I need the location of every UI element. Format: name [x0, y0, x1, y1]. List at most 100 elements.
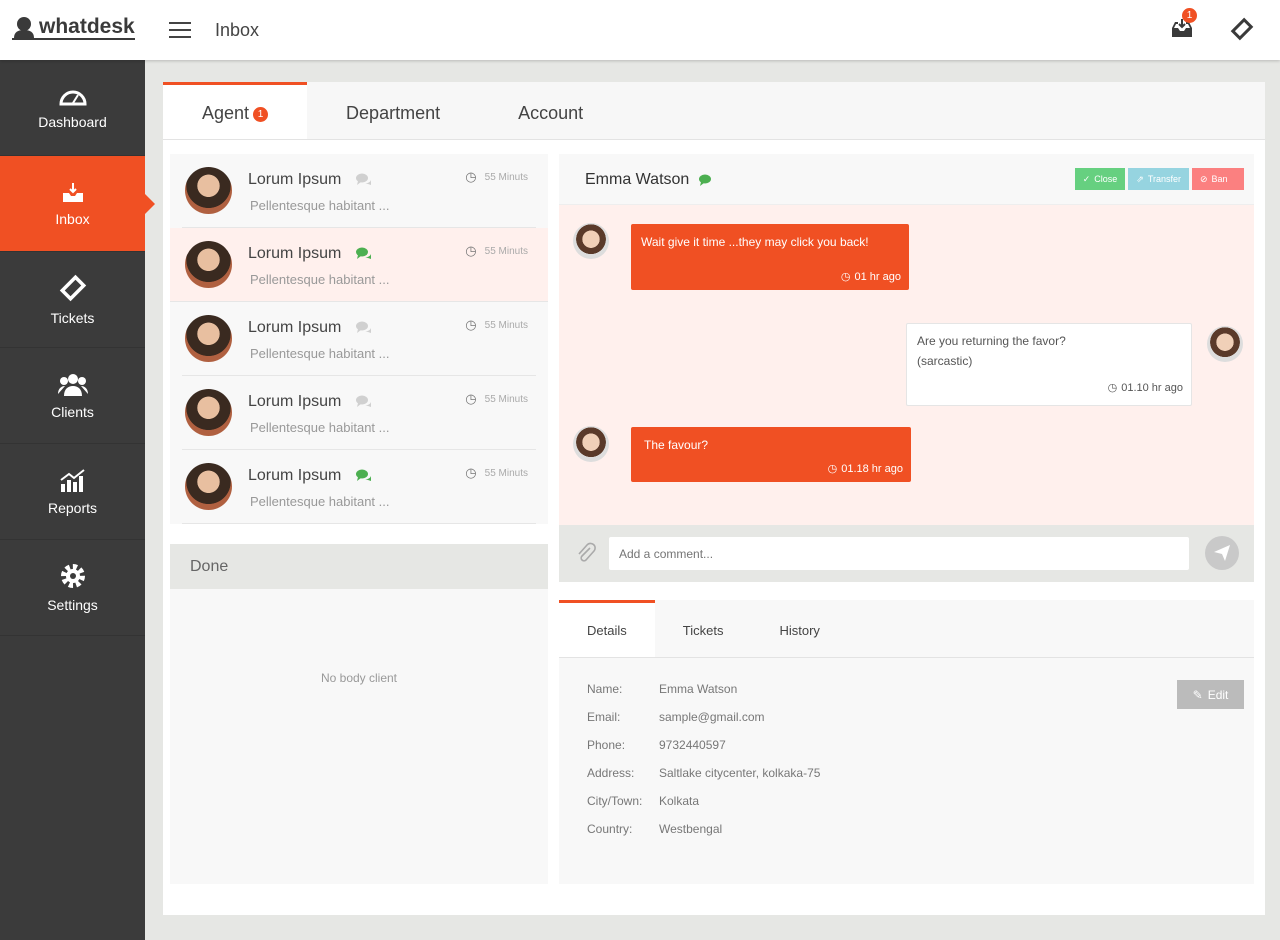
logo[interactable]: whatdesk	[12, 16, 135, 40]
inbox-icon	[62, 182, 83, 202]
sidebar-item-reports[interactable]: Reports	[0, 444, 145, 540]
message-bubble: The favour? ◷ 01.18 hr ago	[631, 427, 911, 482]
page-title: Inbox	[215, 20, 260, 40]
send-button[interactable]	[1205, 536, 1239, 570]
conversation-name: Lorum Ipsum	[248, 319, 342, 336]
contact-avatar	[1207, 326, 1243, 362]
close-button[interactable]: ✓ Close	[1074, 168, 1126, 190]
agent-avatar	[573, 426, 609, 462]
tickets-button[interactable]	[1230, 17, 1254, 46]
sidebar: Dashboard Inbox Tickets Clients Reports …	[0, 60, 155, 940]
ban-label: Ban	[1211, 174, 1228, 184]
message-text: Wait give it time ...they may click you …	[641, 235, 869, 249]
message-time: 01.10 hr ago	[1121, 382, 1183, 394]
composer	[559, 525, 1254, 582]
conversation-preview: Pellentesque habitant ...	[250, 346, 390, 361]
tab-tickets[interactable]: Tickets	[682, 623, 724, 638]
logo-text: whatdesk	[39, 15, 135, 38]
notifications-button[interactable]: 1	[1170, 8, 1197, 43]
dashboard-icon	[58, 90, 87, 105]
detail-label: Name:	[587, 682, 623, 696]
clock-icon: ◷	[1107, 382, 1118, 394]
detail-value: Westbengal	[659, 822, 723, 836]
avatar	[185, 241, 232, 288]
sidebar-item-settings[interactable]: Settings	[0, 540, 145, 636]
clock-icon: ◷	[465, 169, 477, 184]
edit-button[interactable]: ✎ Edit	[1177, 680, 1244, 709]
detail-label: Address:	[587, 766, 635, 780]
message-text: Are you returning the favor?	[917, 334, 1066, 348]
detail-row: Email: sample@gmail.com	[587, 710, 820, 738]
main-panel: Agent 1 Department Account Lorum Ipsum Pe…	[163, 82, 1265, 915]
inbox-tray-icon	[1172, 19, 1192, 37]
sidebar-item-label: Inbox	[55, 210, 90, 227]
detail-label: Email:	[587, 710, 621, 724]
conversation-item[interactable]: Lorum Ipsum Pellentesque habitant ... ◷ 5…	[170, 228, 548, 302]
conversation-item[interactable]: Lorum Ipsum Pellentesque habitant ... ◷ 5…	[182, 154, 536, 228]
message-bubble: Are you returning the favor? (sarcastic) ◷…	[906, 323, 1192, 406]
send-icon	[1214, 545, 1230, 561]
tab-history[interactable]: History	[779, 623, 820, 638]
detail-value: sample@gmail.com	[659, 710, 765, 724]
pencil-icon: ✎	[1192, 687, 1203, 702]
chat-panel: Emma Watson ✓ Close ⇗ Transfer ⊘ Ban Wait g…	[559, 154, 1254, 582]
empty-message: No body client	[320, 671, 398, 685]
transfer-button[interactable]: ⇗ Transfer	[1128, 168, 1189, 190]
sidebar-item-dashboard[interactable]: Dashboard	[0, 60, 145, 156]
chat-header: Emma Watson ✓ Close ⇗ Transfer ⊘ Ban	[559, 154, 1254, 205]
detail-label: Phone:	[587, 738, 626, 752]
clock-icon: ◷	[465, 391, 477, 406]
sidebar-item-inbox[interactable]: Inbox	[0, 156, 155, 252]
conversation-item[interactable]: Lorum Ipsum Pellentesque habitant ... ◷ 5…	[182, 376, 536, 450]
sidebar-item-tickets[interactable]: Tickets	[0, 252, 145, 348]
top-bar: whatdesk Inbox 1	[0, 0, 1280, 60]
conversation-time: 55 Minuts	[484, 319, 528, 331]
conversation-preview: Pellentesque habitant ...	[250, 272, 390, 287]
detail-value: Kolkata	[659, 794, 700, 808]
tab-department[interactable]: Department	[346, 103, 441, 123]
detail-row: Country: Westbengal	[587, 822, 820, 850]
edit-label: Edit	[1207, 687, 1229, 702]
message-time: 01 hr ago	[854, 270, 901, 283]
avatar	[185, 315, 232, 362]
chat-bubble-icon	[356, 395, 371, 407]
done-panel: Done No body client	[170, 544, 548, 884]
tab-agent[interactable]: Agent 1	[163, 82, 308, 139]
message-bubble: Wait give it time ...they may click you …	[631, 224, 909, 290]
message-text: The favour?	[644, 438, 709, 452]
sidebar-item-label: Settings	[47, 596, 98, 613]
avatar	[185, 167, 232, 214]
comment-input[interactable]	[609, 537, 1189, 570]
conversation-preview: Pellentesque habitant ...	[250, 494, 390, 509]
conversation-name: Lorum Ipsum	[248, 171, 342, 188]
conversation-time: 55 Minuts	[484, 467, 528, 479]
clock-icon: ◷	[465, 465, 477, 480]
tab-account[interactable]: Account	[518, 103, 584, 123]
chat-bubble-icon	[356, 469, 371, 481]
agent-avatar	[573, 223, 609, 259]
menu-toggle-icon[interactable]	[169, 22, 191, 38]
paperclip-icon[interactable]	[576, 542, 596, 564]
conversation-item[interactable]: Lorum Ipsum Pellentesque habitant ... ◷ 5…	[182, 302, 536, 376]
agent-badge: 1	[253, 107, 269, 122]
detail-row: Phone: 9732440597	[587, 738, 820, 766]
done-title: Done	[170, 544, 548, 589]
chat-bubble-icon	[356, 173, 371, 185]
transfer-label: Transfer	[1147, 174, 1181, 184]
sidebar-item-clients[interactable]: Clients	[0, 348, 145, 444]
conversation-item[interactable]: Lorum Ipsum Pellentesque habitant ... ◷ 5…	[182, 450, 536, 524]
conversation-time: 55 Minuts	[484, 171, 528, 183]
notification-badge: 1	[1182, 8, 1197, 23]
detail-row: City/Town: Kolkata	[587, 794, 820, 822]
conversation-list: Lorum Ipsum Pellentesque habitant ... ◷ 5…	[170, 154, 548, 524]
message-text: (sarcastic)	[917, 354, 973, 368]
ban-button[interactable]: ⊘ Ban	[1192, 168, 1244, 190]
conversation-name: Lorum Ipsum	[248, 467, 342, 484]
detail-value: 9732440597	[659, 738, 726, 752]
ticket-icon	[59, 274, 86, 301]
chat-bubble-icon	[356, 247, 371, 259]
tab-details[interactable]: Details	[559, 600, 655, 657]
sidebar-item-label: Tickets	[50, 309, 95, 326]
sidebar-item-label: Dashboard	[38, 113, 107, 130]
clock-icon: ◷	[840, 271, 851, 283]
